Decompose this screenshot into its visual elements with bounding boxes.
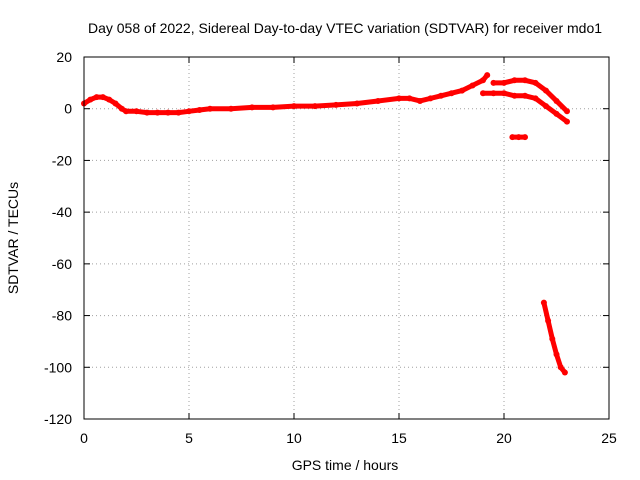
data-point xyxy=(469,82,476,89)
data-point xyxy=(501,90,507,97)
y-axis-label: SDTVAR / TECUs xyxy=(5,182,21,294)
data-point xyxy=(196,107,203,114)
data-point xyxy=(106,96,113,103)
tick-layer: 0 5 10 15 20 25 20 0 -20 -40 -60 -80 -100 -120 xyxy=(44,49,617,446)
grid-layer xyxy=(84,57,609,419)
data-point xyxy=(522,92,528,99)
x-tick-label: 10 xyxy=(286,430,302,446)
data-point xyxy=(459,87,465,94)
y-tick-label: -60 xyxy=(52,256,72,272)
data-point xyxy=(490,90,497,97)
data-point xyxy=(207,105,213,112)
data-point xyxy=(553,110,560,117)
data-point xyxy=(480,77,486,84)
data-point xyxy=(375,97,381,104)
data-point xyxy=(133,108,140,115)
data-point xyxy=(112,100,119,107)
y-tick-label: 20 xyxy=(56,49,72,65)
data-point xyxy=(144,109,150,116)
data-point xyxy=(561,369,568,376)
data-point xyxy=(549,335,556,342)
data-point xyxy=(438,92,444,99)
data-point xyxy=(228,105,234,112)
y-tick-label: 0 xyxy=(64,101,72,117)
data-point xyxy=(333,101,339,108)
data-point xyxy=(522,77,528,84)
data-point xyxy=(511,77,518,84)
x-tick-label: 25 xyxy=(601,430,617,446)
x-tick-label: 0 xyxy=(80,430,88,446)
data-point xyxy=(490,79,497,86)
data-point xyxy=(564,118,570,125)
data-point xyxy=(406,95,413,102)
data-point xyxy=(427,95,434,102)
data-point xyxy=(87,96,94,103)
data-point xyxy=(396,95,402,102)
data-point xyxy=(165,109,171,116)
data-point xyxy=(480,90,486,97)
data-point xyxy=(553,351,560,358)
data-point xyxy=(515,134,522,141)
data-point xyxy=(509,134,516,141)
data-point xyxy=(511,92,518,99)
data-point xyxy=(175,109,182,116)
data-point xyxy=(484,72,491,79)
series-layer xyxy=(81,72,570,376)
data-point xyxy=(543,103,549,110)
data-point xyxy=(417,97,423,104)
data-point xyxy=(532,79,539,86)
data-point xyxy=(186,108,192,115)
data-point xyxy=(553,97,560,104)
x-tick-label: 5 xyxy=(185,430,193,446)
data-point xyxy=(543,87,549,94)
data-point xyxy=(249,104,255,111)
y-tick-label: -80 xyxy=(52,308,72,324)
data-point xyxy=(540,299,547,306)
data-point xyxy=(270,104,276,111)
data-point xyxy=(545,317,552,324)
x-tick-label: 20 xyxy=(496,430,512,446)
y-tick-label: -40 xyxy=(52,204,72,220)
data-point xyxy=(312,103,318,110)
y-tick-label: -120 xyxy=(44,411,72,427)
y-tick-label: -20 xyxy=(52,152,72,168)
data-point xyxy=(448,90,455,97)
data-point xyxy=(564,108,570,115)
data-point xyxy=(291,103,297,110)
data-point xyxy=(123,108,129,115)
data-point xyxy=(501,79,507,86)
series-main-trace xyxy=(81,72,490,116)
x-axis-label: GPS time / hours xyxy=(292,457,399,473)
data-point xyxy=(522,134,528,141)
data-point xyxy=(532,95,539,102)
y-tick-label: -100 xyxy=(44,359,72,375)
data-point xyxy=(557,364,564,371)
data-point xyxy=(93,94,100,101)
chart-title: Day 058 of 2022, Sidereal Day-to-day VTE… xyxy=(88,20,602,36)
x-tick-label: 15 xyxy=(391,430,407,446)
data-point xyxy=(354,100,360,107)
data-point xyxy=(99,94,106,101)
data-point xyxy=(154,109,161,116)
plot-frame xyxy=(83,56,610,420)
